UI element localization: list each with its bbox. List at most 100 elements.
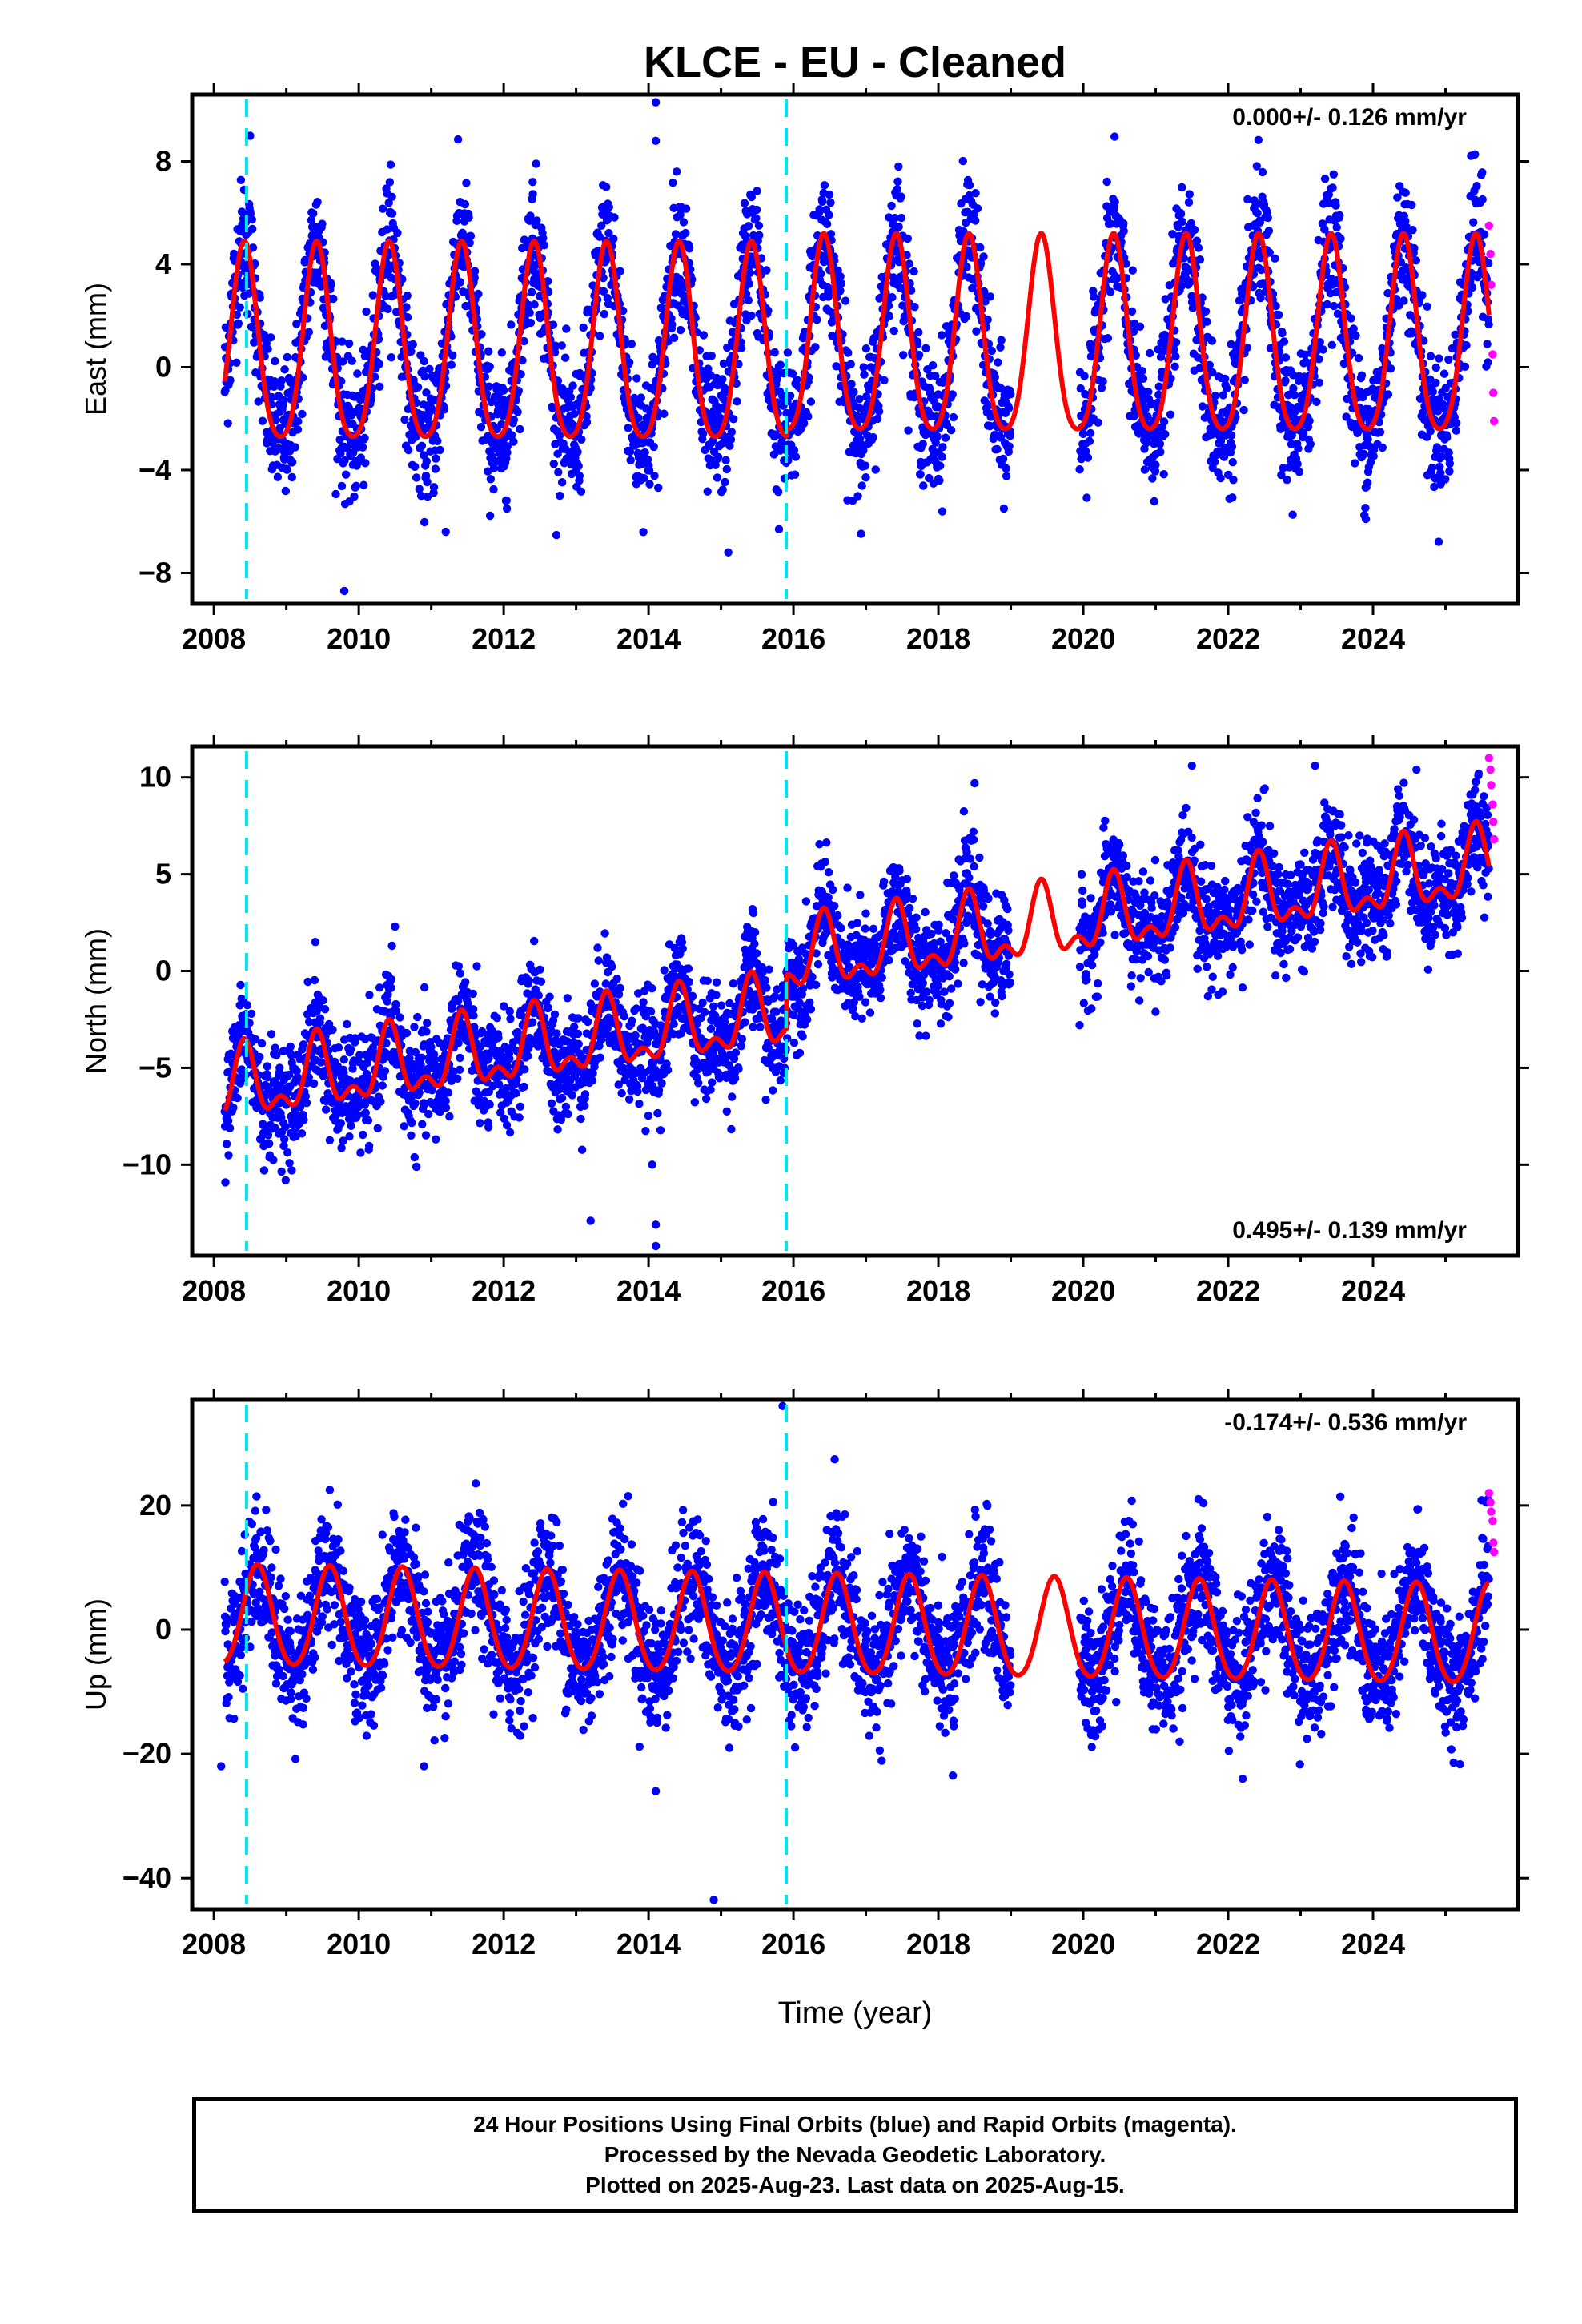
outlier-point: [651, 98, 661, 107]
daily-point: [634, 413, 643, 423]
daily-point: [574, 461, 583, 471]
daily-point: [764, 306, 773, 315]
daily-point: [1002, 472, 1011, 480]
daily-point: [897, 213, 906, 223]
daily-point: [1228, 493, 1237, 502]
daily-point: [1138, 374, 1148, 383]
daily-point: [640, 473, 648, 483]
daily-point: [418, 1120, 427, 1129]
daily-point: [432, 1135, 440, 1144]
daily-point: [408, 340, 417, 349]
daily-point: [500, 1002, 508, 1011]
daily-point: [411, 462, 420, 471]
daily-point: [1411, 256, 1421, 265]
daily-point: [411, 1099, 420, 1108]
daily-point: [1201, 307, 1211, 316]
daily-point: [477, 330, 486, 339]
daily-point: [575, 472, 584, 480]
daily-point: [1235, 296, 1244, 305]
daily-point: [986, 292, 995, 301]
daily-point: [233, 1093, 242, 1103]
y-tick-label: 4: [155, 247, 171, 280]
panel-frame: [190, 92, 1520, 606]
daily-point: [539, 234, 548, 243]
daily-point: [931, 372, 940, 380]
daily-point: [816, 269, 825, 279]
daily-point: [420, 372, 429, 381]
daily-point: [283, 1148, 292, 1157]
daily-point: [577, 1145, 587, 1154]
daily-point: [938, 443, 947, 452]
daily-point: [407, 1131, 416, 1140]
daily-point: [470, 1023, 479, 1031]
daily-point: [524, 976, 533, 985]
daily-point: [938, 507, 947, 516]
daily-point: [853, 412, 862, 420]
daily-point: [1102, 177, 1111, 187]
rapid-point: [1487, 280, 1496, 289]
daily-point: [1294, 444, 1303, 453]
daily-point: [980, 287, 989, 296]
daily-point: [938, 452, 946, 461]
daily-point: [841, 296, 850, 305]
daily-point: [1349, 324, 1358, 333]
daily-point: [893, 185, 901, 194]
daily-point: [1176, 210, 1186, 219]
daily-point: [753, 187, 761, 195]
daily-point: [1082, 493, 1091, 502]
daily-point: [899, 351, 908, 360]
daily-point: [609, 235, 618, 243]
daily-point: [415, 1088, 424, 1097]
daily-point: [820, 181, 829, 190]
daily-point: [836, 286, 845, 296]
x-tick-label: 2018: [906, 622, 970, 655]
daily-point: [1227, 442, 1237, 452]
daily-point: [267, 333, 275, 342]
daily-point: [1441, 475, 1450, 484]
daily-point: [636, 393, 645, 402]
daily-point: [576, 1114, 585, 1124]
daily-point: [752, 214, 761, 223]
daily-point: [1195, 255, 1205, 264]
daily-point: [1423, 302, 1431, 311]
daily-point: [1080, 372, 1089, 380]
daily-point: [973, 204, 982, 213]
daily-point: [745, 279, 753, 288]
daily-point: [913, 340, 922, 348]
daily-point: [859, 446, 868, 455]
daily-point: [506, 1015, 515, 1023]
daily-point: [1271, 254, 1279, 263]
daily-point: [568, 1091, 576, 1100]
final-orbit-points-east: [220, 132, 1493, 546]
daily-point: [560, 353, 570, 362]
daily-point: [356, 1148, 365, 1157]
daily-point: [1210, 457, 1219, 467]
daily-point: [604, 203, 613, 211]
daily-point: [339, 1136, 347, 1145]
daily-point: [279, 1141, 288, 1151]
daily-point: [234, 319, 243, 328]
daily-point: [1186, 277, 1195, 287]
daily-point: [528, 190, 537, 199]
daily-point: [280, 365, 289, 374]
daily-point: [557, 1093, 567, 1103]
daily-point: [871, 465, 880, 474]
daily-point: [1256, 293, 1265, 303]
daily-point: [1312, 397, 1321, 406]
daily-point: [339, 357, 347, 366]
daily-point: [489, 485, 498, 494]
daily-point: [1089, 292, 1098, 301]
daily-point: [874, 407, 884, 416]
daily-point: [1150, 467, 1160, 476]
daily-point: [485, 511, 495, 521]
daily-point: [825, 190, 834, 199]
daily-point: [806, 397, 816, 406]
rapid-orbit-points-east: [1484, 221, 1499, 426]
daily-point: [762, 266, 771, 275]
daily-point: [283, 465, 291, 474]
daily-point: [889, 326, 898, 336]
daily-point: [783, 348, 793, 357]
daily-point: [486, 475, 496, 484]
daily-point: [526, 318, 536, 328]
daily-point: [334, 1043, 343, 1052]
